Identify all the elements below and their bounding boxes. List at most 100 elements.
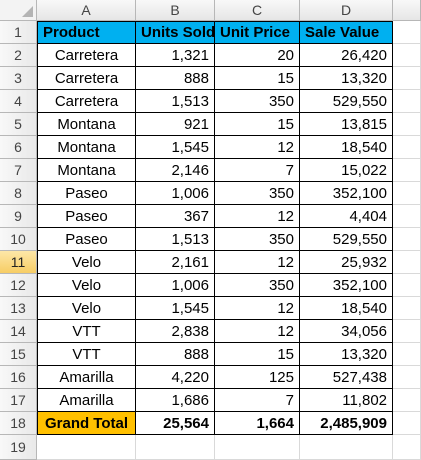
cell-unit-price[interactable]: 20 — [215, 44, 300, 67]
cell-unit-price[interactable]: 15 — [215, 113, 300, 136]
row-header[interactable]: 9 — [0, 205, 37, 228]
row-header[interactable]: 10 — [0, 228, 37, 251]
row-header[interactable]: 4 — [0, 90, 37, 113]
cell-units-sold[interactable]: 1,006 — [136, 274, 215, 297]
cell-sale-value[interactable]: 15,022 — [300, 159, 393, 182]
column-header-c[interactable]: C — [215, 0, 300, 21]
empty-cell[interactable] — [393, 67, 421, 90]
cell-unit-price[interactable]: 15 — [215, 343, 300, 366]
cell-units-sold[interactable]: 4,220 — [136, 366, 215, 389]
empty-cell[interactable] — [393, 297, 421, 320]
cell-sale-value[interactable]: 25,932 — [300, 251, 393, 274]
cell-sale-value[interactable]: 529,550 — [300, 90, 393, 113]
empty-cell[interactable] — [393, 90, 421, 113]
grand-total-sale-value[interactable]: 2,485,909 — [300, 412, 393, 435]
cell-product[interactable]: Velo — [37, 274, 136, 297]
cell-units-sold[interactable]: 1,321 — [136, 44, 215, 67]
cell-unit-price[interactable]: 350 — [215, 228, 300, 251]
cell-units-sold[interactable]: 1,513 — [136, 228, 215, 251]
cell-units-sold[interactable]: 1,686 — [136, 389, 215, 412]
cell-units-sold[interactable]: 2,838 — [136, 320, 215, 343]
cell-units-sold[interactable]: 888 — [136, 67, 215, 90]
row-header[interactable]: 13 — [0, 297, 37, 320]
empty-cell[interactable] — [393, 205, 421, 228]
cell-sale-value[interactable]: 11,802 — [300, 389, 393, 412]
empty-cell[interactable] — [393, 320, 421, 343]
empty-cell[interactable] — [37, 435, 136, 460]
row-header[interactable]: 6 — [0, 136, 37, 159]
header-product[interactable]: Product — [37, 21, 136, 44]
cell-product[interactable]: VTT — [37, 343, 136, 366]
empty-cell[interactable] — [393, 21, 421, 44]
row-header[interactable]: 11 — [0, 251, 37, 274]
cell-product[interactable]: Velo — [37, 251, 136, 274]
cell-product[interactable]: Velo — [37, 297, 136, 320]
cell-product[interactable]: Paseo — [37, 228, 136, 251]
empty-cell[interactable] — [393, 251, 421, 274]
empty-cell[interactable] — [393, 435, 421, 460]
cell-sale-value[interactable]: 4,404 — [300, 205, 393, 228]
grand-total-label[interactable]: Grand Total — [37, 412, 136, 435]
row-header[interactable]: 8 — [0, 182, 37, 205]
row-header[interactable]: 16 — [0, 366, 37, 389]
empty-cell[interactable] — [393, 159, 421, 182]
column-header-b[interactable]: B — [136, 0, 215, 21]
cell-unit-price[interactable]: 350 — [215, 274, 300, 297]
cell-product[interactable]: Carretera — [37, 44, 136, 67]
empty-cell[interactable] — [300, 435, 393, 460]
empty-cell[interactable] — [393, 182, 421, 205]
cell-sale-value[interactable]: 18,540 — [300, 297, 393, 320]
row-header[interactable]: 1 — [0, 21, 37, 44]
cell-product[interactable]: VTT — [37, 320, 136, 343]
row-header[interactable]: 2 — [0, 44, 37, 67]
empty-cell[interactable] — [393, 343, 421, 366]
cell-units-sold[interactable]: 1,545 — [136, 136, 215, 159]
cell-unit-price[interactable]: 7 — [215, 159, 300, 182]
cell-sale-value[interactable]: 13,320 — [300, 67, 393, 90]
cell-product[interactable]: Amarilla — [37, 389, 136, 412]
row-header[interactable]: 5 — [0, 113, 37, 136]
row-header[interactable]: 7 — [0, 159, 37, 182]
cell-product[interactable]: Carretera — [37, 90, 136, 113]
cell-sale-value[interactable]: 13,815 — [300, 113, 393, 136]
empty-cell[interactable] — [393, 136, 421, 159]
cell-product[interactable]: Carretera — [37, 67, 136, 90]
cell-product[interactable]: Montana — [37, 113, 136, 136]
empty-cell[interactable] — [215, 435, 300, 460]
cell-unit-price[interactable]: 12 — [215, 297, 300, 320]
empty-cell[interactable] — [393, 113, 421, 136]
cell-sale-value[interactable]: 34,056 — [300, 320, 393, 343]
column-header-d[interactable]: D — [300, 0, 393, 21]
cell-units-sold[interactable]: 1,545 — [136, 297, 215, 320]
cell-unit-price[interactable]: 12 — [215, 251, 300, 274]
cell-sale-value[interactable]: 13,320 — [300, 343, 393, 366]
cell-sale-value[interactable]: 352,100 — [300, 182, 393, 205]
cell-sale-value[interactable]: 18,540 — [300, 136, 393, 159]
cell-product[interactable]: Montana — [37, 159, 136, 182]
grand-total-units-sold[interactable]: 25,564 — [136, 412, 215, 435]
cell-product[interactable]: Amarilla — [37, 366, 136, 389]
empty-cell[interactable] — [393, 412, 421, 435]
empty-cell[interactable] — [393, 44, 421, 67]
cell-unit-price[interactable]: 12 — [215, 320, 300, 343]
row-header[interactable]: 14 — [0, 320, 37, 343]
cell-unit-price[interactable]: 7 — [215, 389, 300, 412]
cell-product[interactable]: Paseo — [37, 205, 136, 228]
cell-product[interactable]: Montana — [37, 136, 136, 159]
header-units-sold[interactable]: Units Sold — [136, 21, 215, 44]
cell-units-sold[interactable]: 2,146 — [136, 159, 215, 182]
cell-units-sold[interactable]: 1,513 — [136, 90, 215, 113]
row-header[interactable]: 3 — [0, 67, 37, 90]
cell-unit-price[interactable]: 12 — [215, 205, 300, 228]
empty-cell[interactable] — [393, 389, 421, 412]
row-header[interactable]: 18 — [0, 412, 37, 435]
cell-unit-price[interactable]: 350 — [215, 182, 300, 205]
cell-units-sold[interactable]: 367 — [136, 205, 215, 228]
empty-cell[interactable] — [393, 274, 421, 297]
empty-cell[interactable] — [393, 228, 421, 251]
empty-cell[interactable] — [136, 435, 215, 460]
select-all-corner[interactable] — [0, 0, 37, 21]
cell-units-sold[interactable]: 921 — [136, 113, 215, 136]
empty-cell[interactable] — [393, 366, 421, 389]
